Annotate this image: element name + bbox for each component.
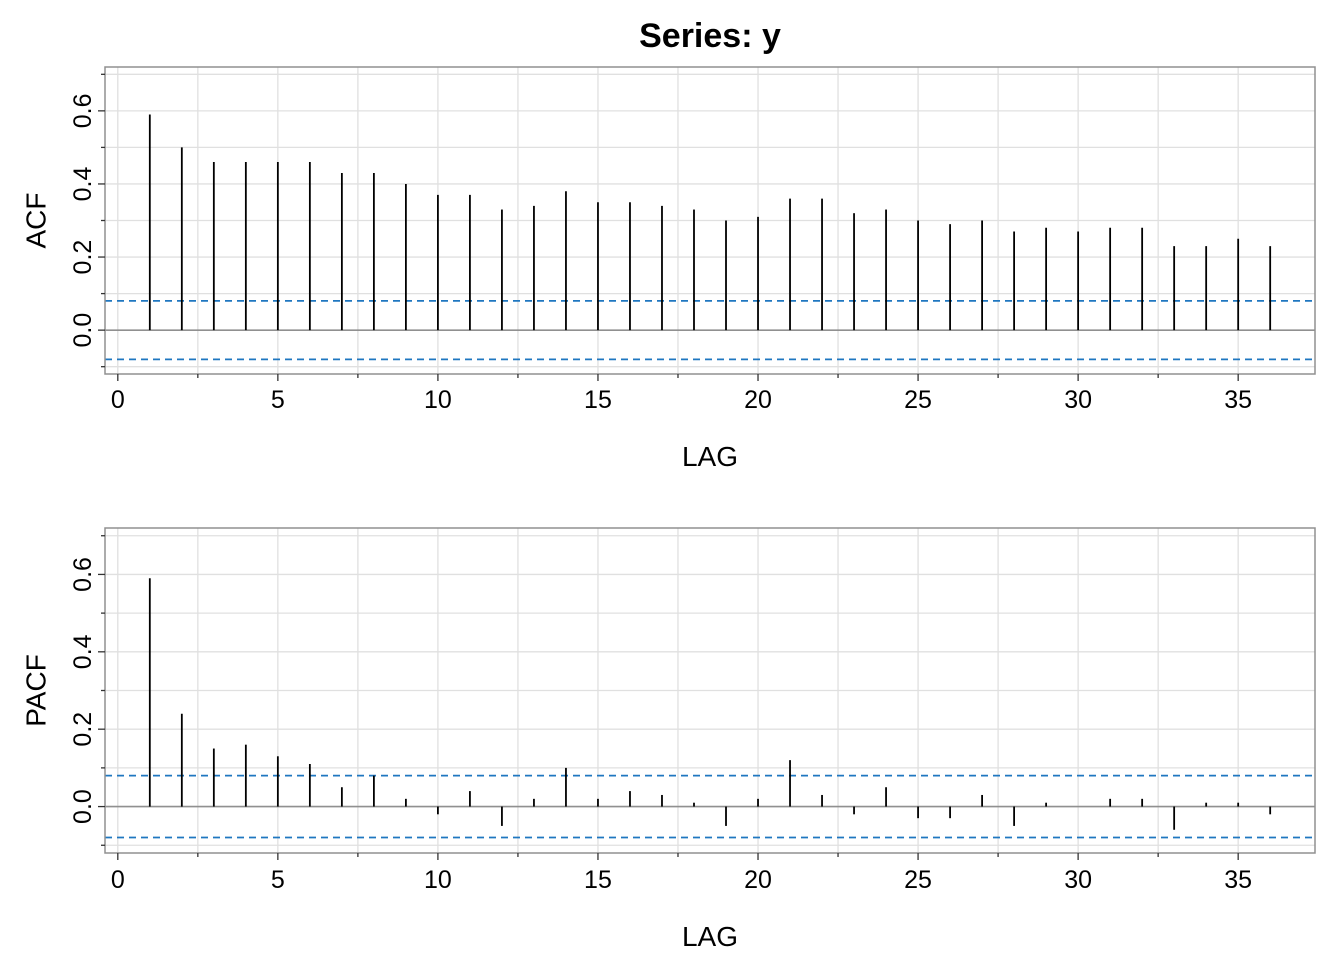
- x-tick-label: 5: [271, 866, 285, 894]
- y-tick-label: 0.2: [69, 240, 97, 275]
- y-tick-label: 0.2: [69, 712, 97, 747]
- y-tick-label: 0.0: [69, 789, 97, 824]
- panel-pacf: 0 5 10 15 20 25 30 35 0.0 0.2 0.4 0.6 LAG PACF: [21, 527, 1316, 952]
- x-tick-label: 0: [111, 386, 125, 414]
- x-tick-label: 10: [424, 866, 452, 894]
- x-axis-label: LAG: [682, 921, 738, 952]
- x-tick-label: 5: [271, 386, 285, 414]
- x-tick-label: 35: [1224, 866, 1252, 894]
- x-tick-label: 15: [584, 866, 612, 894]
- y-tick-label: 0.6: [69, 93, 97, 128]
- x-tick-label: 30: [1064, 866, 1092, 894]
- x-tick-label: 20: [744, 866, 772, 894]
- x-tick-label: 15: [584, 386, 612, 414]
- x-tick-label: 20: [744, 386, 772, 414]
- y-tick-label: 0.0: [69, 313, 97, 348]
- x-tick-label: 25: [904, 386, 932, 414]
- y-tick-label: 0.4: [69, 634, 97, 669]
- y-axis-label: PACF: [21, 654, 52, 727]
- x-tick-label: 0: [111, 866, 125, 894]
- y-tick-label: 0.6: [69, 557, 97, 592]
- panel-acf: 0 5 10 15 20 25 30 35 0.0 0.2 0.4 0.6 LAG ACF: [21, 66, 1316, 472]
- x-tick-label: 35: [1224, 386, 1252, 414]
- x-tick-label: 10: [424, 386, 452, 414]
- x-tick-label: 25: [904, 866, 932, 894]
- x-tick-label: 30: [1064, 386, 1092, 414]
- chart-title: Series: y: [639, 17, 781, 55]
- x-axis-label: LAG: [682, 441, 738, 472]
- y-axis-label: ACF: [21, 193, 52, 249]
- y-tick-label: 0.4: [69, 166, 97, 201]
